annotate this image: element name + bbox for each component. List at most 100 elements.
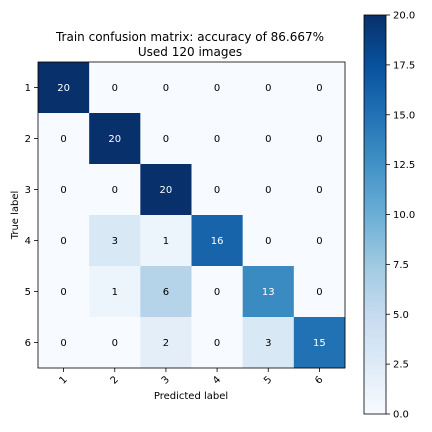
cell-value-label: 0	[112, 338, 118, 349]
colorbar-tick-label: 17.5	[393, 60, 415, 71]
cell-value-label: 0	[163, 134, 169, 145]
heatmap-cell	[242, 164, 295, 216]
heatmap-cell	[140, 266, 192, 318]
cell-value-label: 0	[214, 287, 220, 298]
heatmap-cell	[191, 317, 243, 369]
heatmap-cell	[38, 62, 90, 114]
cell-value-label: 3	[265, 338, 271, 349]
y-tick-label: 3	[25, 185, 31, 196]
cell-value-label: 0	[316, 134, 322, 145]
heatmap-cell	[38, 317, 90, 369]
heatmap-cell	[140, 113, 192, 165]
heatmap-cell	[242, 215, 295, 267]
heatmap-cell	[242, 113, 295, 165]
heatmap-cell	[191, 62, 243, 114]
heatmap-cell	[140, 164, 192, 216]
heatmap-cell	[140, 62, 192, 114]
x-tick-label: 6	[313, 374, 325, 386]
colorbar-tick-label: 15.0	[393, 110, 415, 121]
y-tick-label: 4	[25, 236, 31, 247]
heatmap-cell	[242, 317, 295, 369]
heatmap-cell	[140, 215, 192, 267]
colorbar-tick-label: 20.0	[393, 11, 415, 22]
x-axis-label: Predicted label	[154, 391, 228, 402]
chart-title-line1: Train confusion matrix: accuracy of 86.6…	[55, 30, 324, 44]
colorbar-tick-label: 12.5	[393, 160, 415, 171]
cell-value-label: 0	[60, 185, 66, 196]
x-tick-label: 2	[109, 374, 121, 386]
cell-value-label: 0	[316, 185, 322, 196]
heatmap-cell	[89, 113, 141, 165]
colorbar-tick-label: 2.5	[393, 360, 409, 371]
cell-value-label: 2	[163, 338, 169, 349]
colorbar-tick-label: 5.0	[393, 310, 409, 321]
cell-value-label: 15	[313, 338, 326, 349]
x-tick-label: 5	[262, 374, 274, 386]
cell-value-label: 0	[60, 134, 66, 145]
y-tick-label: 1	[25, 83, 31, 94]
heatmap-cell	[89, 215, 141, 267]
cell-value-label: 0	[60, 236, 66, 247]
heatmap-cell	[38, 113, 90, 165]
heatmap-cell	[191, 266, 243, 318]
cell-value-label: 20	[160, 185, 173, 196]
cell-value-label: 0	[112, 185, 118, 196]
heatmap-cell	[89, 164, 141, 216]
cell-value-label: 0	[214, 83, 220, 94]
cell-value-label: 0	[316, 83, 322, 94]
heatmap-cell	[89, 62, 141, 114]
x-axis-ticks: 1 2 3 4 5 6	[57, 368, 326, 387]
heatmap-cell-labels: 20 0 0 0 0 00 20 0 0 0 00 0 20 0 0 00 3 1 16 0 00 1 6 0 13 00 0 2 0 3…	[57, 83, 326, 349]
y-axis-ticks: 1 2 3 4 5 6	[25, 83, 38, 349]
heatmap-cell	[89, 266, 141, 318]
cell-value-label: 0	[214, 134, 220, 145]
heatmap-cells	[38, 62, 346, 369]
cell-value-label: 20	[57, 83, 70, 94]
cell-value-label: 16	[211, 236, 224, 247]
cell-value-label: 0	[265, 134, 271, 145]
y-tick-label: 6	[25, 338, 31, 349]
cell-value-label: 0	[60, 338, 66, 349]
heatmap-cell	[38, 266, 90, 318]
cell-value-label: 3	[112, 236, 118, 247]
heatmap-cell	[293, 215, 346, 267]
x-tick-label: 4	[211, 374, 223, 386]
heatmap-cell	[293, 317, 346, 369]
cell-value-label: 0	[316, 236, 322, 247]
y-axis-label: True label	[10, 191, 21, 241]
heatmap-cell	[293, 62, 346, 114]
colorbar-tick-label: 10.0	[393, 210, 415, 221]
heatmap-cell	[140, 317, 192, 369]
cell-value-label: 0	[265, 83, 271, 94]
heatmap-cell	[293, 266, 346, 318]
heatmap-cell	[191, 164, 243, 216]
chart-title-line2: Used 120 images	[138, 45, 242, 59]
heatmap-cell	[242, 266, 295, 318]
cell-value-label: 0	[316, 287, 322, 298]
y-tick-label: 5	[25, 287, 31, 298]
cell-value-label: 0	[265, 185, 271, 196]
colorbar-ticks: 0.0 2.5 5.0 7.5 10.0 12.5 15.0 17.5 20.0	[386, 11, 415, 421]
y-tick-label: 2	[25, 134, 31, 145]
cell-value-label: 20	[108, 134, 121, 145]
heatmap-cell	[38, 215, 90, 267]
heatmap-cell	[191, 215, 243, 267]
heatmap-cell	[89, 317, 141, 369]
cell-value-label: 6	[163, 287, 169, 298]
cell-value-label: 0	[60, 287, 66, 298]
colorbar	[363, 14, 387, 415]
cell-value-label: 1	[112, 287, 118, 298]
heatmap-cell	[38, 164, 90, 216]
colorbar-tick-label: 7.5	[393, 260, 409, 271]
cell-value-label: 1	[163, 236, 169, 247]
colorbar-tick-label: 0.0	[393, 410, 409, 421]
heatmap-cell	[242, 62, 295, 114]
heatmap-cell	[293, 113, 346, 165]
cell-value-label: 0	[112, 83, 118, 94]
heatmap-frame	[37, 61, 346, 369]
x-tick-label: 1	[57, 374, 69, 386]
cell-value-label: 0	[214, 185, 220, 196]
heatmap-cell	[191, 113, 243, 165]
heatmap-cell	[293, 164, 346, 216]
